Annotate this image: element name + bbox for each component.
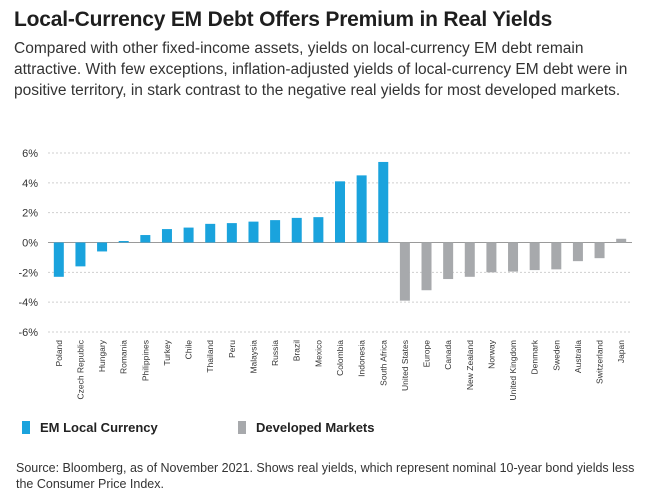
bar: [97, 242, 108, 252]
y-tick-label: -4%: [18, 297, 38, 309]
bar: [551, 242, 562, 270]
legend-item-em: EM Local Currency: [22, 420, 158, 435]
bar: [161, 229, 172, 243]
bar: [270, 220, 281, 243]
x-tick-label: Peru: [227, 340, 237, 358]
x-tick-label: Malaysia: [248, 340, 258, 374]
legend-item-dm: Developed Markets: [238, 420, 375, 435]
bar: [140, 235, 151, 243]
x-tick-label: Chile: [184, 340, 194, 360]
y-axis-ticks: 6% 4% 2% 0% -2% -4% -6%: [18, 148, 38, 339]
bar: [53, 242, 64, 277]
bar: [616, 238, 627, 243]
bar: [183, 227, 194, 243]
bar: [529, 242, 540, 271]
y-tick-label: 0%: [22, 238, 38, 250]
bar: [399, 242, 410, 301]
x-tick-label: Poland: [54, 340, 64, 367]
legend-label-dm: Developed Markets: [256, 420, 375, 435]
bar-chart: 6% 4% 2% 0% -2% -4% -6% Poland Czech Republic Hu…: [18, 148, 632, 400]
bar: [291, 217, 302, 243]
source-note: Source: Bloomberg, as of November 2021. …: [16, 461, 635, 491]
bar: [335, 181, 345, 243]
x-tick-label: Denmark: [530, 339, 540, 374]
x-tick-label: Sweden: [551, 340, 561, 371]
x-tick-label: Russia: [270, 340, 280, 366]
bar: [421, 242, 432, 291]
bar: [378, 161, 389, 243]
y-tick-label: 2%: [22, 208, 38, 220]
x-tick-label: Thailand: [205, 340, 215, 373]
legend-swatch-dm: [238, 421, 246, 434]
x-tick-label: Norway: [486, 339, 496, 369]
bar: [486, 242, 497, 273]
x-tick-label: United States: [400, 340, 410, 391]
x-tick-label: Europe: [422, 340, 432, 368]
x-tick-label: Colombia: [335, 340, 345, 376]
x-tick-label: Canada: [443, 340, 453, 370]
y-tick-label: 6%: [22, 148, 38, 160]
legend-swatch-em: [22, 421, 30, 434]
bar: [508, 242, 519, 272]
x-tick-label: Romania: [119, 340, 129, 374]
bar: [205, 223, 216, 243]
bar: [75, 242, 86, 267]
bar: [313, 217, 324, 243]
chart-subtitle: Compared with other fixed-income assets,…: [14, 40, 628, 99]
bars: [53, 161, 627, 301]
x-tick-label: Hungary: [97, 339, 107, 372]
x-tick-label: Czech Republic: [75, 339, 85, 399]
bar: [248, 221, 259, 243]
x-tick-label: Japan: [616, 340, 626, 363]
bar: [464, 242, 475, 277]
x-tick-label: Mexico: [313, 340, 323, 367]
x-tick-label: United Kingdom: [508, 340, 518, 400]
x-tick-label: Turkey: [162, 339, 172, 365]
x-axis-labels: Poland Czech Republic Hungary Romania Philip…: [54, 339, 626, 400]
y-tick-label: -6%: [18, 327, 38, 339]
x-tick-label: South Africa: [378, 340, 388, 386]
x-tick-label: Indonesia: [357, 340, 367, 377]
x-tick-label: Switzerland: [595, 340, 605, 384]
x-tick-label: New Zealand: [465, 340, 475, 390]
x-tick-label: Philippines: [140, 340, 150, 381]
bar: [226, 223, 237, 243]
x-tick-label: Australia: [573, 340, 583, 373]
chart-title: Local-Currency EM Debt Offers Premium in…: [14, 8, 553, 31]
x-tick-label: Brazil: [292, 340, 302, 361]
y-tick-label: 4%: [22, 178, 38, 190]
bar: [118, 241, 129, 243]
bar: [572, 242, 583, 262]
legend-label-em: EM Local Currency: [40, 420, 158, 435]
y-tick-label: -2%: [18, 267, 38, 279]
bar: [443, 242, 454, 280]
bar: [356, 175, 367, 243]
bar: [594, 242, 605, 259]
